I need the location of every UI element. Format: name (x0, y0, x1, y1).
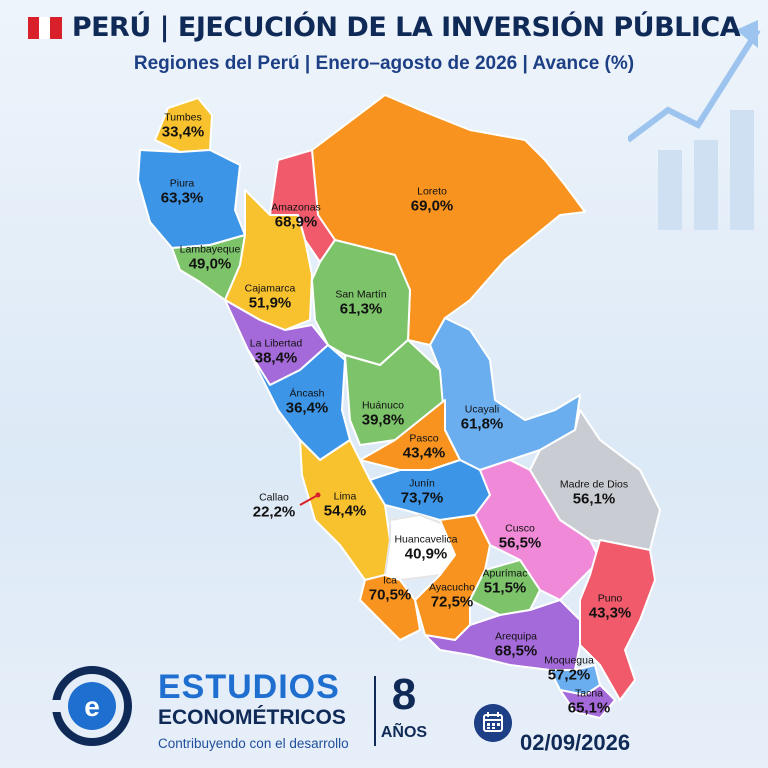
region-label-junin: Junín 73,7% (400, 477, 444, 507)
footer-divider (374, 676, 376, 746)
region-label-madre-de-dios: Madre de Dios 56,1% (559, 478, 629, 508)
region-cajamarca (224, 189, 313, 331)
callao-pointer (299, 494, 319, 506)
region-ancash (247, 344, 351, 461)
region-label-loreto: Loreto 69,0% (410, 185, 454, 215)
publication-date: 02/09/2026 (520, 730, 631, 755)
region-label-cajamarca: Cajamarca 51,9% (244, 282, 296, 312)
region-label-ancash: Áncash 36,4% (285, 387, 329, 417)
region-label-apurimac: Apurímac 51,5% (482, 567, 528, 597)
region-label-tumbes: Tumbes 33,4% (161, 111, 205, 141)
region-label-amazonas: Amazonas 68,9% (271, 201, 321, 231)
calendar-icon (474, 704, 512, 742)
anniversary-number: 8 (391, 670, 417, 719)
region-label-ucayali: Ucayali 61,8% (460, 403, 504, 433)
header: PERÚ | EJECUCIÓN DE LA INVERSIÓN PÚBLICA… (0, 12, 768, 75)
brand-tagline: Contribuyendo con el desarrollo (158, 736, 349, 751)
region-label-piura: Piura 63,3% (160, 177, 204, 207)
region-puno (579, 539, 656, 701)
region-tacna (559, 684, 616, 719)
brand-name-line1: ESTUDIOS (158, 668, 340, 706)
region-label-ica: Ica 70,5% (368, 574, 412, 604)
peru-flag-icon (27, 16, 62, 39)
region-label-lambayeque: Lambayeque 49,0% (179, 243, 241, 273)
region-label-ayacucho: Ayacucho 72,5% (429, 581, 475, 611)
region-label-san-martin: San Martín 61,3% (335, 288, 387, 318)
region-label-huancavelica: Huancavelica 40,9% (394, 533, 458, 563)
page-title: PERÚ | EJECUCIÓN DE LA INVERSIÓN PÚBLICA (71, 12, 741, 43)
growth-chart-decoration (628, 20, 761, 230)
region-label-tacna: Tacna 65,1% (567, 687, 611, 717)
region-label-lima: Lima 54,4% (323, 490, 367, 520)
region-label-callao: Callao 22,2% (252, 491, 296, 521)
anniversary-label: AÑOS (380, 724, 428, 741)
region-label-la-libertad: La Libertad 38,4% (249, 337, 303, 367)
region-label-puno: Puno 43,3% (588, 592, 632, 622)
svg-text:e: e (84, 691, 100, 722)
region-label-huanuco: Huánuco 39,8% (361, 399, 405, 429)
region-label-pasco: Pasco 43,4% (402, 432, 446, 462)
region-label-arequipa: Arequipa 68,5% (494, 630, 538, 660)
brand-name-line2: ECONOMÉTRICOS (158, 706, 346, 729)
region-label-moquegua: Moquegua 57,2% (544, 654, 594, 684)
logo-e-icon: e (52, 666, 132, 746)
region-label-cusco: Cusco 56,5% (498, 522, 542, 552)
page-subtitle: Regiones del Perú | Enero–agosto de 2026… (133, 53, 635, 74)
region-ica (359, 574, 421, 641)
region-arequipa (424, 599, 581, 671)
